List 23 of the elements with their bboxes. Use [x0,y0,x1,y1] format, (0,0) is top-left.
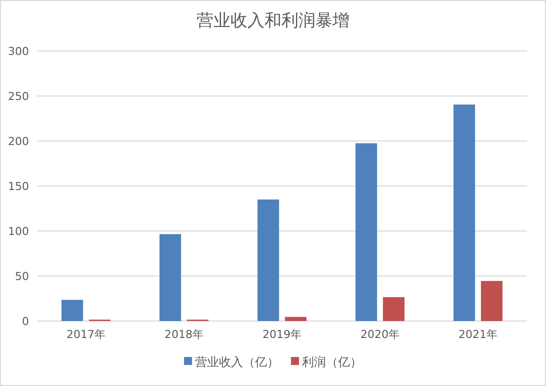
bar [382,297,404,321]
bar [160,234,182,321]
bar [284,316,306,321]
x-tick-label: 2019年 [262,328,302,341]
y-tick-label: 150 [8,180,29,193]
legend-label: 营业收入（亿） [195,355,279,369]
x-tick-label: 2021年 [458,328,498,341]
y-tick-label: 200 [8,135,29,148]
bar [62,300,84,321]
bar [258,200,280,321]
legend-label: 利润（亿） [302,355,362,369]
bar [356,143,378,321]
x-tick-label: 2020年 [360,328,400,341]
y-tick-label: 100 [8,225,29,238]
y-tick-label: 250 [8,90,29,103]
x-tick-label: 2018年 [164,328,204,341]
x-tick-label: 2017年 [66,328,106,341]
y-tick-label: 50 [15,270,29,283]
chart-title: 营业收入和利润暴增 [196,11,350,31]
bar [480,280,502,321]
y-tick-label: 0 [22,315,29,328]
bar [454,104,476,321]
y-tick-label: 300 [8,45,29,58]
